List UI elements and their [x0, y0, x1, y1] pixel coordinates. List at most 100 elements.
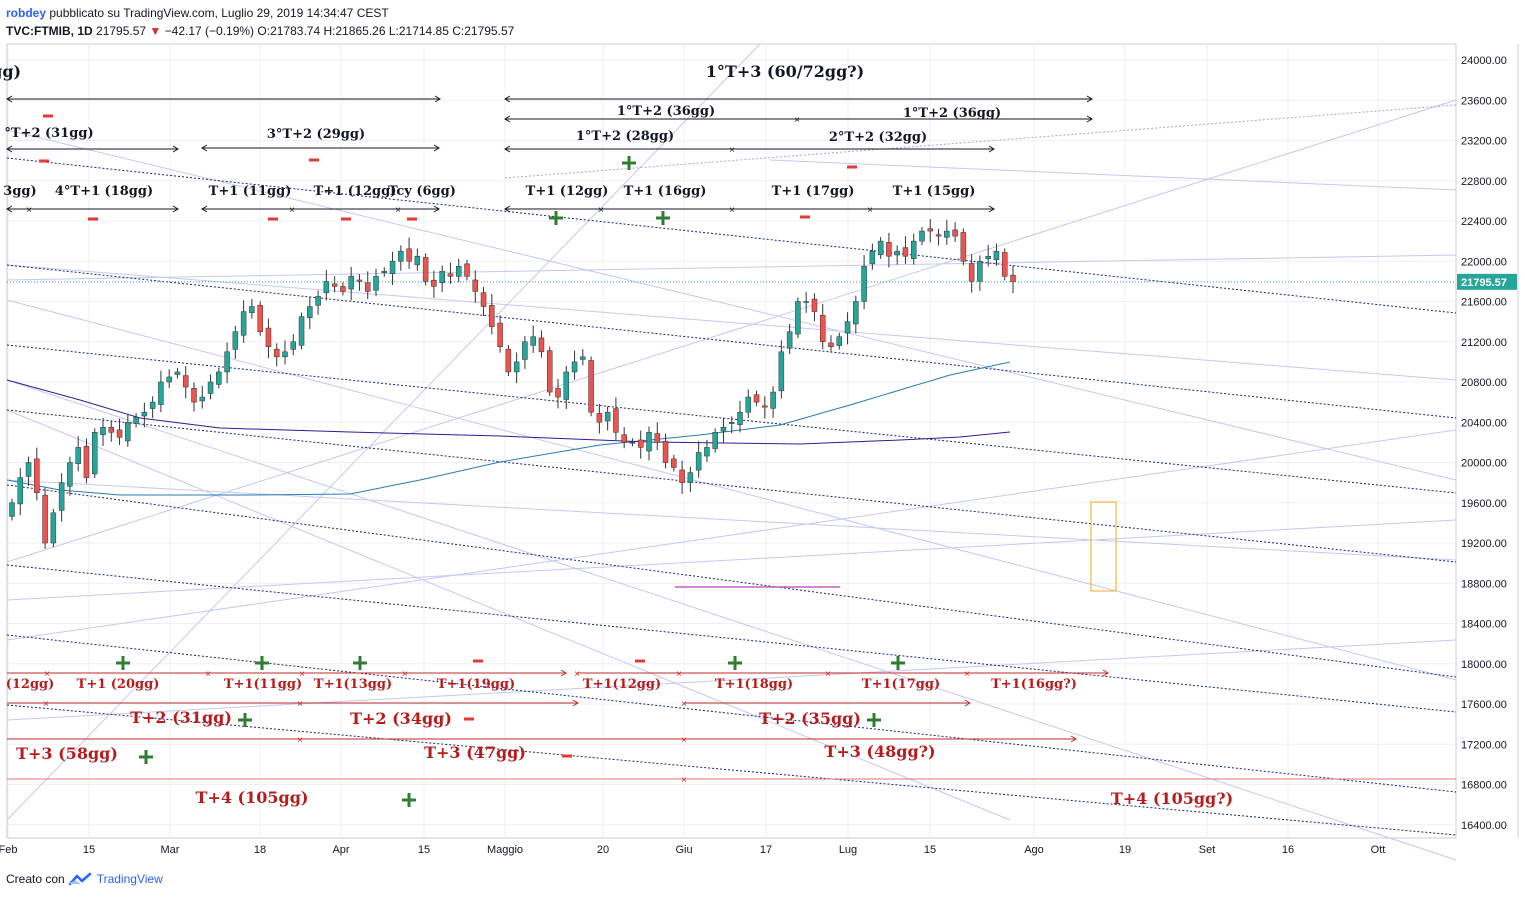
cycle-cross-icon: × — [676, 669, 682, 680]
candle-body — [919, 230, 925, 242]
x-tick-label: Giu — [675, 844, 692, 856]
candle-body — [472, 279, 479, 292]
cycle-cross-icon: × — [867, 205, 873, 216]
candle-body — [174, 371, 181, 375]
cycle-label-lower: T+1 (20gg) — [77, 677, 160, 692]
trendline-light — [6, 379, 1457, 861]
candle-body — [389, 261, 396, 274]
cycle-label: 1°T+3 (60/72gg?) — [706, 62, 864, 81]
candle-body — [836, 336, 843, 346]
arrow-head-icon — [964, 699, 971, 707]
arrow-head-icon — [504, 115, 511, 123]
candle-body — [331, 283, 338, 287]
candle-body — [952, 229, 958, 237]
author-name[interactable]: robdey — [6, 6, 47, 20]
cycle-cross-icon: × — [598, 205, 604, 216]
candle-body — [141, 411, 148, 417]
candle-body — [778, 351, 785, 392]
candle-body — [480, 292, 487, 307]
x-tick-label: 15 — [418, 844, 430, 856]
candle-body — [596, 413, 603, 423]
cycle-cross-icon: × — [964, 669, 970, 680]
candle-body — [546, 350, 553, 393]
cycle-cross-icon: × — [825, 669, 831, 680]
candle-body — [298, 316, 305, 346]
candle-body — [34, 458, 40, 493]
cycle-label: T+1 (17gg) — [772, 184, 855, 199]
cycle-cross-icon: × — [43, 699, 49, 710]
candle-body — [216, 371, 222, 385]
candle-body — [671, 458, 677, 468]
arrow-head-icon — [504, 95, 511, 103]
candle-body — [902, 247, 909, 257]
cycle-cross-icon: × — [729, 205, 735, 216]
candle-body — [455, 266, 462, 277]
y-tick-label: 21600.00 — [1461, 297, 1507, 309]
candle-body — [687, 472, 694, 483]
created-with-label: Creato con — [6, 872, 65, 886]
candle-body — [240, 311, 247, 336]
y-tick-label: 24000.00 — [1461, 55, 1507, 67]
candle-body — [108, 427, 115, 433]
candle-body — [340, 286, 346, 292]
tradingview-brand[interactable]: TradingView — [96, 872, 163, 886]
cycle-label: 2°T+2 (32gg) — [829, 130, 927, 145]
candle-body — [75, 447, 81, 464]
cycle-label-lower: T+3 (48gg?) — [824, 742, 935, 761]
cycle-cross-icon: × — [681, 735, 687, 746]
tradingview-logo-icon — [68, 872, 91, 886]
candle-body — [265, 327, 272, 348]
cycle-label: °T+2 (31gg) — [4, 126, 93, 141]
candle-body — [704, 447, 710, 457]
candle-body — [505, 348, 512, 373]
candle-body — [307, 306, 313, 319]
candle-body — [381, 271, 388, 273]
candle-body — [191, 387, 197, 403]
candle-body — [737, 411, 743, 425]
trendline-light — [6, 299, 1457, 681]
candle-body — [348, 276, 354, 290]
y-tick-label: 16400.00 — [1461, 820, 1507, 832]
cycle-label: T+1 (16gg) — [624, 184, 707, 199]
candle-body — [944, 230, 950, 238]
moving-average-long — [6, 379, 1011, 445]
target-zone-box — [1090, 501, 1117, 592]
candle-body — [563, 371, 570, 400]
candle-body — [67, 462, 73, 487]
cycle-cross-icon: × — [289, 205, 295, 216]
candle-body — [935, 234, 942, 237]
candle-body — [116, 429, 123, 438]
candle-body — [158, 381, 164, 405]
x-tick-label: 18 — [254, 844, 266, 856]
trendline-dotted-light — [504, 104, 1457, 179]
candle-body — [654, 433, 661, 443]
candle-body — [869, 250, 876, 265]
arrow-head-icon — [504, 145, 511, 153]
candle-body — [398, 250, 404, 262]
cycle-label: T+1 (12gg) — [314, 184, 397, 199]
candle-body — [695, 452, 702, 471]
candle-body — [373, 276, 379, 291]
candle-body — [497, 322, 503, 348]
arrow-head-icon — [988, 205, 995, 213]
candle-body — [538, 337, 545, 353]
cycle-label-lower: T+1(19gg) — [437, 677, 515, 692]
candle-body — [861, 266, 867, 302]
cycle-label-lower: T+2 (34gg) — [350, 709, 452, 728]
arrow-head-icon — [433, 205, 440, 213]
y-tick-label: 22000.00 — [1461, 256, 1507, 268]
candle-body — [133, 416, 139, 424]
x-tick-label: 15 — [83, 844, 95, 856]
trendline-light — [6, 99, 1457, 563]
cycle-label-lower: T+1(13gg) — [314, 677, 392, 692]
trendline-dotted — [6, 264, 1457, 419]
candle-body — [828, 342, 834, 348]
symbol-name[interactable]: TVC:FTMIB, 1D — [6, 24, 93, 38]
candle-body — [728, 422, 735, 424]
cycle-label-lower: T+1(11gg) — [224, 677, 302, 692]
candle-body — [811, 298, 818, 312]
candle-body — [522, 341, 528, 360]
candle-body — [927, 228, 934, 232]
arrow-head-icon — [1102, 669, 1109, 677]
